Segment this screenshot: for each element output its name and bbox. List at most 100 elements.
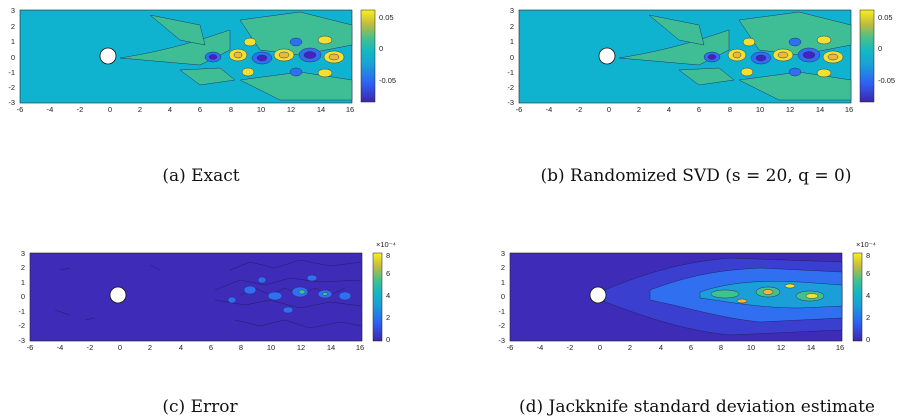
panel-a: -6 -4 -2 0 2 4 6 8 10 12 14 16 3 2 1 0 -… bbox=[8, 6, 396, 186]
x-tick: 10 bbox=[267, 343, 275, 352]
x-tick: -4 bbox=[537, 343, 544, 352]
x-ticks-d: -6 -4 -2 0 2 4 6 8 10 12 14 16 bbox=[507, 343, 845, 352]
x-tick: 14 bbox=[816, 105, 824, 114]
y-tick: -1 bbox=[498, 307, 505, 316]
colorbar bbox=[859, 9, 875, 103]
x-tick: -4 bbox=[47, 105, 54, 114]
y-tick: 2 bbox=[11, 22, 15, 31]
y-tick: -1 bbox=[8, 68, 15, 77]
colorbar-tick: 0 bbox=[386, 335, 390, 344]
y-tick: -3 bbox=[507, 98, 514, 107]
x-tick: 14 bbox=[327, 343, 335, 352]
x-tick: -2 bbox=[87, 343, 94, 352]
y-tick: 1 bbox=[11, 37, 15, 46]
x-tick: 6 bbox=[697, 105, 701, 114]
x-tick: 12 bbox=[287, 105, 295, 114]
colorbar-tick: 6 bbox=[866, 269, 870, 278]
colorbar-b: 0.05 0 -0.05 bbox=[859, 9, 895, 103]
y-tick: -1 bbox=[507, 68, 514, 77]
x-tick: 4 bbox=[179, 343, 183, 352]
panel-d: -6 -4 -2 0 2 4 6 8 10 12 14 16 3 2 1 0 -… bbox=[498, 240, 876, 417]
y-tick: 1 bbox=[501, 278, 505, 287]
y-tick: 3 bbox=[21, 249, 25, 258]
y-ticks-c: 3 2 1 0 -1 -2 -3 bbox=[18, 249, 25, 345]
plot-area-c bbox=[29, 252, 363, 342]
colorbar-tick: 6 bbox=[386, 269, 390, 278]
x-tick: 10 bbox=[756, 105, 764, 114]
x-tick: 16 bbox=[356, 343, 364, 352]
y-tick: 2 bbox=[21, 263, 25, 272]
colorbar-tick: 0 bbox=[878, 44, 882, 53]
plot-area-b bbox=[518, 9, 852, 104]
colorbar-tick: -0.05 bbox=[379, 76, 396, 85]
colorbar-tick: -0.05 bbox=[878, 76, 895, 85]
x-tick: -6 bbox=[17, 105, 24, 114]
error-hotspots-c bbox=[227, 274, 352, 314]
y-tick: 0 bbox=[510, 53, 514, 62]
colorbar-tick: 8 bbox=[386, 251, 390, 260]
y-tick: 0 bbox=[11, 53, 15, 62]
x-ticks-a: -6 -4 -2 0 2 4 6 8 10 12 14 16 bbox=[17, 105, 355, 114]
y-tick: -2 bbox=[498, 321, 505, 330]
x-tick: -2 bbox=[576, 105, 583, 114]
colorbar-tick: 4 bbox=[866, 291, 870, 300]
x-tick: 0 bbox=[607, 105, 611, 114]
colorbar-d: ×10⁻⁴ 8 6 4 2 0 bbox=[852, 240, 876, 344]
x-tick: 0 bbox=[598, 343, 602, 352]
y-tick: -2 bbox=[18, 321, 25, 330]
x-tick: 2 bbox=[148, 343, 152, 352]
plot-area-d bbox=[509, 252, 843, 342]
colorbar bbox=[360, 9, 376, 103]
x-tick: 4 bbox=[168, 105, 172, 114]
x-tick: 8 bbox=[719, 343, 723, 352]
x-tick: 14 bbox=[807, 343, 815, 352]
x-ticks-b: -6 -4 -2 0 2 4 6 8 10 12 14 16 bbox=[516, 105, 854, 114]
x-tick: -2 bbox=[77, 105, 84, 114]
x-tick: 8 bbox=[239, 343, 243, 352]
x-tick: 0 bbox=[108, 105, 112, 114]
y-ticks-a: 3 2 1 0 -1 -2 -3 bbox=[8, 6, 15, 107]
y-tick: 3 bbox=[11, 6, 15, 15]
std-contours-d bbox=[599, 257, 843, 336]
colorbar bbox=[852, 252, 863, 342]
colorbar-tick: 0.05 bbox=[878, 13, 893, 22]
colorbar-c: ×10⁻⁴ 8 6 4 2 0 bbox=[372, 240, 396, 344]
colorbar-tick: 4 bbox=[386, 291, 390, 300]
x-tick: 6 bbox=[689, 343, 693, 352]
x-tick: 10 bbox=[257, 105, 265, 114]
x-tick: 4 bbox=[659, 343, 663, 352]
x-tick: -6 bbox=[27, 343, 34, 352]
caption-b: (b) Randomized SVD (s = 20, q = 0) bbox=[541, 166, 852, 186]
x-tick: 16 bbox=[836, 343, 844, 352]
y-tick: 2 bbox=[501, 263, 505, 272]
x-tick: -6 bbox=[507, 343, 514, 352]
caption-a: (a) Exact bbox=[162, 166, 239, 186]
y-tick: 3 bbox=[501, 249, 505, 258]
x-tick: -6 bbox=[516, 105, 523, 114]
y-tick: 2 bbox=[510, 22, 514, 31]
caption-d: (d) Jackknife standard deviation estimat… bbox=[519, 397, 875, 417]
x-tick: -4 bbox=[57, 343, 64, 352]
x-tick: 14 bbox=[317, 105, 325, 114]
panel-c: -6 -4 -2 0 2 4 6 8 10 12 14 16 3 2 1 0 -… bbox=[18, 240, 396, 417]
y-tick: -3 bbox=[498, 336, 505, 345]
plot-area-a bbox=[19, 9, 353, 104]
x-tick: 10 bbox=[747, 343, 755, 352]
colorbar-tick: 2 bbox=[866, 313, 870, 322]
colorbar-tick: 0 bbox=[379, 44, 383, 53]
colorbar-exponent: ×10⁻⁴ bbox=[376, 240, 396, 249]
x-tick: -4 bbox=[546, 105, 553, 114]
colorbar-exponent: ×10⁻⁴ bbox=[856, 240, 876, 249]
colorbar-tick: 0.05 bbox=[379, 13, 394, 22]
y-tick: -3 bbox=[18, 336, 25, 345]
x-tick: -2 bbox=[567, 343, 574, 352]
x-ticks-c: -6 -4 -2 0 2 4 6 8 10 12 14 16 bbox=[27, 343, 365, 352]
wake-contours-a bbox=[119, 11, 353, 101]
x-tick: 8 bbox=[229, 105, 233, 114]
x-tick: 12 bbox=[297, 343, 305, 352]
x-tick: 6 bbox=[198, 105, 202, 114]
y-tick: 3 bbox=[510, 6, 514, 15]
x-tick: 0 bbox=[118, 343, 122, 352]
y-tick: 1 bbox=[510, 37, 514, 46]
